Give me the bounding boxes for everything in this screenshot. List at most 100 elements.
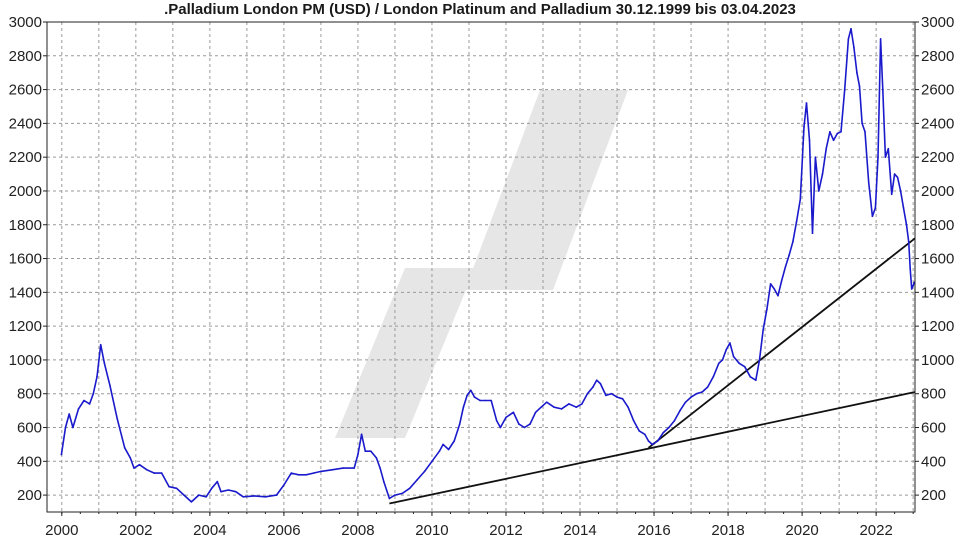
series-point (836, 132, 839, 135)
series-point (729, 342, 731, 344)
series-point (138, 463, 141, 466)
y-tick-label-right: 2000 (921, 183, 954, 200)
y-tick-label-left: 200 (17, 487, 42, 504)
series-point (832, 139, 835, 142)
x-tick-label: 2012 (489, 522, 522, 539)
series-point (264, 496, 267, 498)
trendlines (389, 237, 916, 505)
series-point (780, 279, 783, 282)
y-tick-label-right: 1400 (921, 284, 954, 301)
series-point (470, 389, 472, 392)
price-series (60, 28, 916, 503)
series-point (638, 430, 640, 432)
y-tick-label-right: 400 (921, 453, 946, 470)
series-point (893, 173, 896, 175)
series-point (518, 423, 520, 425)
plot-frame (46, 21, 916, 513)
series-point (595, 379, 598, 382)
series-point (853, 46, 855, 49)
series-point (512, 411, 515, 414)
series-point (442, 443, 444, 446)
y-tick-label-right: 3000 (921, 14, 954, 31)
y-tick-label-left: 400 (17, 453, 42, 470)
series-point (560, 408, 563, 410)
series-point (701, 391, 703, 393)
y-tick-label-right: 1800 (921, 217, 954, 234)
series-point (706, 386, 709, 388)
series-point (592, 386, 594, 388)
series-point (647, 440, 650, 442)
series-point (743, 365, 746, 368)
series-point (792, 240, 794, 243)
series-point (874, 207, 877, 209)
series-point (462, 406, 465, 409)
series-point (290, 472, 293, 474)
watermark-bar-lower (335, 268, 475, 438)
series-point (887, 147, 890, 150)
series-point (586, 392, 589, 395)
series-point (77, 408, 80, 410)
series-point (353, 467, 356, 469)
series-point (749, 376, 752, 378)
series-point (877, 156, 879, 158)
series-point (879, 38, 882, 40)
series-point (882, 88, 884, 91)
series-point (907, 240, 910, 243)
series-point (651, 443, 653, 446)
series-point (856, 71, 858, 74)
y-axis-right-ticks: 200 400 600 800 1000 1200 1400 1600 1800 2000 2200… (915, 14, 954, 504)
series-point (610, 392, 613, 395)
series-point (712, 376, 715, 378)
series-point (850, 28, 852, 30)
series-point (725, 349, 727, 351)
series-line (60, 28, 916, 503)
y-tick-label-right: 1200 (921, 318, 954, 335)
series-point (721, 359, 724, 361)
x-tick-label: 2014 (563, 522, 596, 539)
series-point (795, 220, 798, 223)
series-point (129, 457, 132, 459)
series-point (632, 420, 635, 422)
series-point (805, 102, 808, 104)
y-tick-label-right: 200 (921, 487, 946, 504)
y-tick-label-left: 2600 (9, 82, 42, 99)
series-point (773, 288, 776, 290)
series-point (479, 399, 481, 402)
y-tick-label-left: 2000 (9, 183, 42, 200)
series-point (799, 198, 802, 201)
series-point (769, 283, 772, 285)
series-point (847, 38, 850, 40)
series-point (153, 472, 156, 474)
y-tick-label-left: 1000 (9, 352, 42, 369)
y-tick-label-right: 2200 (921, 149, 954, 166)
series-point (718, 362, 720, 365)
series-point (829, 131, 831, 133)
series-point (342, 467, 344, 469)
series-point (490, 399, 493, 402)
series-point (695, 392, 698, 395)
series-point (766, 308, 768, 311)
series-point (375, 457, 378, 459)
y-tick-label-right: 2600 (921, 82, 954, 99)
series-point (534, 411, 537, 414)
series-point (605, 394, 607, 397)
series-point (662, 431, 665, 434)
series-point (843, 88, 846, 91)
series-point (283, 484, 285, 486)
series-point (205, 496, 207, 498)
series-point (540, 406, 542, 409)
series-point (68, 413, 70, 415)
series-point (438, 450, 441, 453)
y-tick-label-left: 1600 (9, 251, 42, 268)
series-point (379, 467, 381, 469)
series-point (466, 394, 468, 397)
series-point (864, 131, 866, 133)
series-point (732, 355, 735, 358)
series-point (320, 470, 322, 473)
series-point (83, 399, 85, 402)
series-point (553, 406, 555, 409)
series-point (821, 173, 824, 175)
series-point (123, 447, 126, 449)
watermark-bar-upper (465, 90, 628, 290)
series-point (668, 426, 670, 429)
